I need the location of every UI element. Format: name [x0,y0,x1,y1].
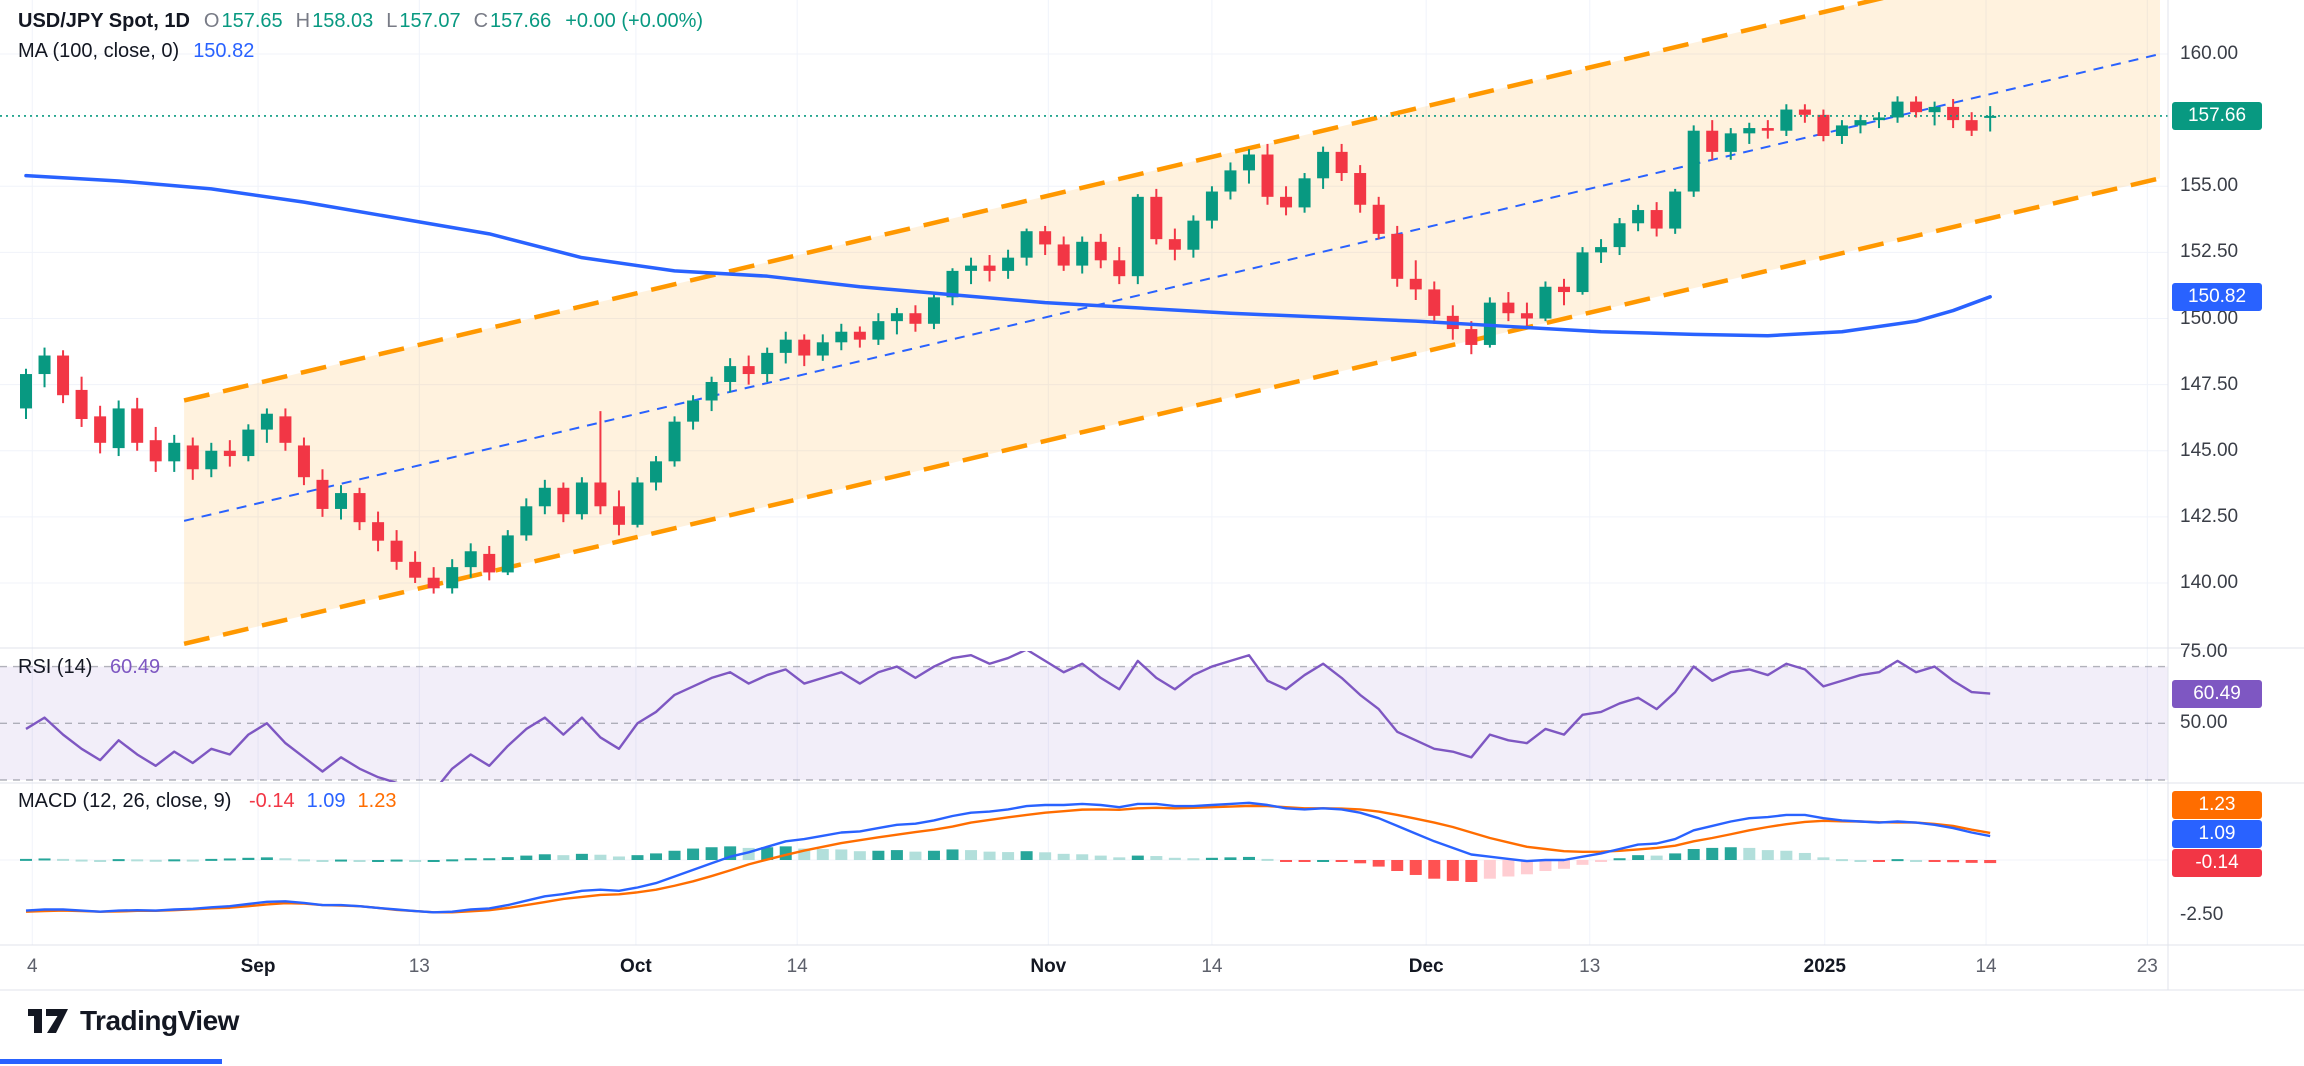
macd-value: -0.14 [248,790,295,812]
macd-pane [0,801,2168,914]
ohlc-item: L 157.07 [386,10,461,32]
rsi-indicator-label[interactable]: RSI (14) [18,656,93,678]
macd-indicator-label[interactable]: MACD (12, 26, close, 9) [18,790,232,812]
rsi-pane [0,651,2168,782]
trend-channel [183,0,2161,647]
footer: TradingView [26,1004,239,1038]
ohlc-item: H 158.03 [295,10,374,32]
candlestick-series [20,96,1997,594]
ma-indicator-label[interactable]: MA (100, close, 0) [18,40,180,62]
rsi-legend: RSI (14) 60.49 [18,656,160,679]
symbol-title[interactable]: USD/JPY Spot, 1D [18,10,190,32]
bottom-accent-line [0,1059,222,1064]
macd-legend: MACD (12, 26, close, 9) -0.14 1.09 1.23 [18,790,396,813]
rsi-value: 60.49 [110,656,161,678]
ma-value: 150.82 [193,40,255,62]
macd-value: 1.23 [357,790,397,812]
macd-values: -0.14 1.09 1.23 [249,790,396,813]
grid-lines [0,0,2168,945]
ohlc-item: O 157.65 [203,10,283,32]
brand-name[interactable]: TradingView [80,1005,239,1036]
symbol-legend-row: USD/JPY Spot, 1D O 157.65 H 158.03 L 157.07 C 1… [18,10,703,33]
macd-value: 1.09 [306,790,346,812]
main-legend: USD/JPY Spot, 1D O 157.65 H 158.03 L 157.07 C 1… [18,10,703,70]
ohlc-item: C 157.66 [473,10,552,32]
ohlc-values: O 157.65 H 158.03 L 157.07 C 157.66 [204,10,551,33]
ma-legend-row: MA (100, close, 0) 150.82 [18,40,703,63]
ma100-line [24,173,1992,338]
tradingview-logo[interactable] [26,1004,70,1038]
change-value: +0.00 (+0.00%) [565,10,704,32]
